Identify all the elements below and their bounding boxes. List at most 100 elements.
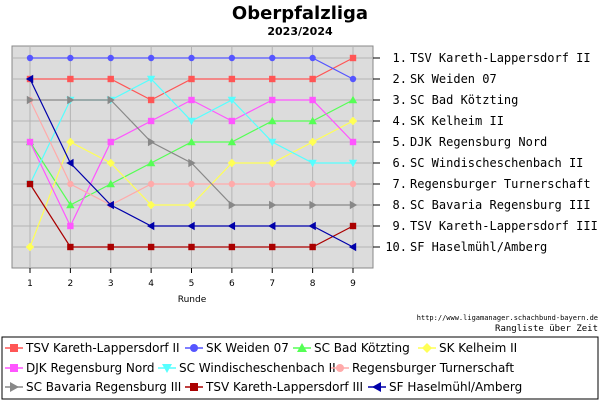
data-point: [107, 95, 115, 105]
series-tsv-kareth-lappersdorf-iii: [26, 180, 357, 251]
x-tick-label: 1: [27, 279, 33, 289]
data-point: [25, 74, 34, 84]
standing-label: 7.: [393, 177, 407, 191]
standing-team-name: SC Windischeschenbach II: [410, 156, 583, 170]
legend-item: TSV Kareth-Lappersdorf III: [185, 380, 363, 394]
legend-item: SK Kelheim II: [418, 341, 517, 355]
legend-item: SC Windischeschenbach II: [158, 361, 336, 375]
data-point: [147, 243, 155, 251]
data-point: [269, 96, 276, 104]
legend-marker: [162, 364, 172, 373]
data-point: [188, 243, 195, 251]
data-point: [146, 75, 156, 84]
legend-label: SF Haselmühl/Amberg: [389, 380, 522, 394]
series-regensburger-turnerschaft: [26, 96, 357, 209]
data-point: [188, 54, 195, 62]
data-point: [308, 159, 317, 168]
standing-team-name: SK Weiden 07: [410, 72, 497, 86]
legend-marker: [10, 344, 18, 352]
legend-marker: [372, 382, 381, 392]
series-sc-bavaria-regensburg-iii: [26, 95, 358, 210]
x-tick-label: 8: [310, 279, 316, 289]
data-point: [309, 243, 316, 251]
legend-item: Regensburger Turnerschaft: [331, 361, 514, 375]
data-point: [146, 200, 156, 210]
data-point: [228, 200, 237, 210]
standing-label: 6.: [393, 156, 407, 170]
data-point: [26, 138, 34, 146]
data-point: [269, 54, 276, 62]
standing-label: 2.: [393, 72, 407, 86]
data-point: [147, 180, 155, 188]
data-point: [188, 75, 195, 83]
data-point: [26, 95, 35, 105]
data-point: [26, 54, 34, 62]
data-point: [146, 158, 156, 167]
data-point: [187, 137, 196, 146]
legend-item: SC Bad Kötzting: [293, 341, 410, 355]
data-point: [268, 158, 277, 168]
legend-marker: [190, 344, 198, 352]
data-point: [309, 75, 316, 83]
data-point: [67, 180, 74, 188]
chart-subtitle: 2023/2024: [267, 25, 333, 38]
data-point: [66, 137, 75, 147]
data-point: [187, 117, 196, 126]
legend-marker: [10, 382, 19, 392]
data-point: [268, 138, 277, 147]
data-point: [107, 138, 114, 146]
legend-item: DJK Regensburg Nord: [5, 361, 155, 375]
x-tick-label: 2: [68, 279, 74, 289]
data-point: [269, 200, 277, 210]
legend-label: Regensburger Turnerschaft: [352, 361, 514, 375]
standing-team-name: TSV Kareth-Lappersdorf III: [410, 219, 598, 233]
data-point: [147, 96, 155, 104]
chart-title: Oberpfalzliga: [232, 3, 368, 24]
data-point: [228, 243, 236, 251]
standing-team-name: DJK Regensburg Nord: [410, 135, 547, 149]
legend-label: SC Windischeschenbach II: [179, 361, 336, 375]
data-point: [308, 221, 316, 231]
legend-label: SK Kelheim II: [439, 341, 517, 355]
legend-item: SF Haselmühl/Amberg: [368, 380, 522, 394]
final-standings: 1. TSV Kareth-Lappersdorf II2. SK Weiden 0…: [373, 51, 598, 254]
data-point: [348, 95, 358, 104]
data-point: [66, 158, 74, 168]
data-point: [269, 243, 276, 251]
x-tick-label: 7: [269, 279, 275, 289]
data-point: [228, 54, 236, 62]
data-point: [107, 243, 114, 251]
data-point: [269, 75, 276, 83]
legend-label: SK Weiden 07: [206, 341, 289, 355]
data-point: [67, 75, 74, 83]
legend-marker: [297, 343, 307, 352]
data-point: [348, 116, 358, 126]
data-point: [349, 180, 357, 188]
standing-label: 9.: [393, 219, 407, 233]
data-point: [227, 137, 237, 146]
data-point: [227, 158, 237, 168]
standing-team-name: SF Haselmühl/Amberg: [410, 240, 547, 254]
data-point: [268, 221, 276, 231]
x-axis-label: Runde: [178, 295, 207, 305]
data-point: [349, 200, 358, 210]
data-point: [188, 180, 195, 188]
legend-item: SK Weiden 07: [185, 341, 289, 355]
data-point: [147, 54, 155, 62]
legend-label: TSV Kareth-Lappersdorf II: [25, 341, 180, 355]
standing-label: 10.: [385, 240, 407, 254]
data-point: [308, 137, 317, 147]
data-point: [66, 200, 75, 209]
standing-label: 4.: [393, 114, 407, 128]
legend-item: TSV Kareth-Lappersdorf II: [5, 341, 180, 355]
data-point: [67, 95, 75, 105]
data-point: [106, 158, 115, 168]
data-point: [308, 116, 317, 125]
data-point: [188, 158, 196, 168]
data-point: [228, 75, 236, 83]
data-point: [106, 179, 115, 188]
legend-label: TSV Kareth-Lappersdorf III: [205, 380, 363, 394]
x-axis-ticks: 1 2 3 4 5 6 7 8 9: [27, 268, 356, 289]
legend-label: SC Bad Kötzting: [314, 341, 410, 355]
data-point: [309, 180, 316, 188]
